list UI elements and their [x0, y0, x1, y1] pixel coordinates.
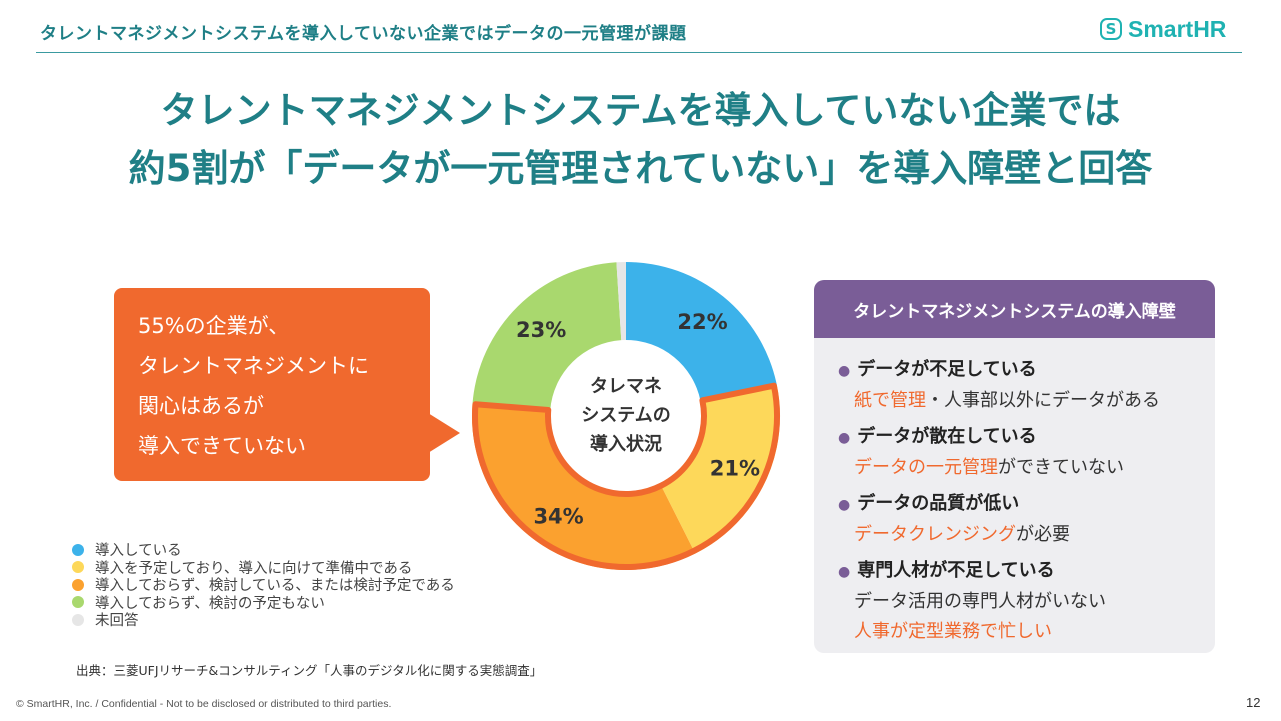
donut-slices: [472, 262, 780, 570]
detail-highlight: 人事が定型業務で忙しい: [854, 621, 1052, 642]
page-number: 12: [1246, 695, 1261, 710]
donut-slice: [626, 262, 777, 401]
slice-value-label: 21%: [710, 457, 760, 481]
header-title: タレントマネジメントシステムを導入していない企業ではデータの一元管理が課題: [40, 24, 687, 44]
confidential-footer: © SmartHR, Inc. / Confidential - Not to …: [16, 698, 392, 710]
barrier-title: データの品質が低い: [857, 493, 1020, 514]
panel-body: ● データが不足している 紙で管理・人事部以外にデータがある ● データが散在してい…: [814, 338, 1215, 647]
legend-swatch: [72, 613, 84, 626]
header-divider: [36, 52, 1242, 53]
legend-item: 導入しておらず、検討の予定もない: [72, 594, 455, 612]
donut-slice: [660, 385, 780, 554]
legend-label: 導入を予定しており、導入に向けて準備中である: [95, 560, 413, 577]
legend-item: 導入しておらず、検討している、または検討予定である: [72, 576, 455, 594]
barrier-item: ● データが散在している データの一元管理ができていない: [838, 422, 1215, 483]
logo-icon: S: [1100, 18, 1122, 40]
legend-swatch: [72, 561, 84, 574]
barrier-detail: 人事が定型業務で忙しい: [854, 617, 1215, 647]
legend-swatch: [72, 596, 84, 609]
logo-text: SmartHR: [1128, 15, 1227, 42]
barrier-title: データが不足している: [857, 359, 1037, 380]
smarthr-logo: S SmartHR: [1100, 14, 1226, 44]
donut-slice: [616, 262, 626, 341]
donut-labels: 22% 21% 34% 23%: [516, 310, 760, 528]
detail-highlight: データクレンジング: [854, 524, 1016, 545]
main-title-line1: タレントマネジメントシステムを導入していない企業では: [160, 89, 1121, 132]
barrier-detail: データクレンジングが必要: [854, 520, 1215, 550]
main-title-line2: 約5割が「データが一元管理されていない」を導入障壁と回答: [128, 147, 1153, 190]
detail-highlight: データの一元管理: [854, 457, 998, 478]
legend-label: 未回答: [95, 613, 139, 630]
barrier-detail: 紙で管理・人事部以外にデータがある: [854, 386, 1215, 416]
legend-item: 導入している: [72, 541, 455, 559]
barrier-title: 専門人材が不足している: [857, 560, 1055, 581]
legend-swatch: [72, 578, 84, 591]
detail-text: ができていない: [998, 457, 1124, 478]
bullet-icon: ●: [838, 497, 851, 513]
highlight-outline: [472, 382, 780, 570]
barrier-item: ● 専門人材が不足している データ活用の専門人材がいない 人事が定型業務で忙しい: [838, 556, 1215, 647]
legend-label: 導入している: [95, 543, 182, 560]
chart-legend: 導入している 導入を予定しており、導入に向けて準備中である 導入しておらず、検討…: [72, 541, 455, 629]
detail-highlight: 紙で管理: [854, 390, 926, 411]
callout-line: 55%の企業が、: [138, 314, 290, 338]
slice-value-label: 34%: [533, 504, 583, 528]
barrier-item: ● データの品質が低い データクレンジングが必要: [838, 489, 1215, 550]
barrier-title: データが散在している: [857, 426, 1037, 447]
slice-value-label: 22%: [677, 310, 727, 334]
donut-slice: [472, 262, 622, 411]
detail-text: ・人事部以外にデータがある: [926, 390, 1160, 411]
callout-pointer: [428, 413, 460, 453]
callout-line: 関心はあるが: [138, 394, 264, 418]
donut-chart: 22% 21% 34% 23% タレマネ システムの 導入状況: [472, 262, 780, 570]
panel-title: タレントマネジメントシステムの導入障壁: [814, 280, 1215, 338]
callout-line: 導入できていない: [138, 434, 306, 458]
center-label-line: タレマネ: [590, 376, 662, 397]
legend-label: 導入しておらず、検討している、または検討予定である: [95, 578, 455, 595]
main-title: タレントマネジメントシステムを導入していない企業では 約5割が「データが一元管理…: [0, 82, 1281, 198]
legend-swatch: [72, 543, 84, 556]
callout-box: 55%の企業が、 タレントマネジメントに 関心はあるが 導入できていない: [114, 288, 430, 481]
slice-value-label: 23%: [516, 318, 566, 342]
detail-text: が必要: [1016, 524, 1070, 545]
barrier-detail: データの一元管理ができていない: [854, 453, 1215, 483]
barriers-panel: タレントマネジメントシステムの導入障壁 ● データが不足している 紙で管理・人事部…: [814, 280, 1215, 653]
barrier-item: ● データが不足している 紙で管理・人事部以外にデータがある: [838, 355, 1215, 416]
source-citation: 出典：三菱UFJリサーチ&コンサルティング「人事のデジタル化に関する実態調査」: [76, 663, 543, 678]
legend-item: 未回答: [72, 611, 455, 629]
bullet-icon: ●: [838, 430, 851, 446]
legend-item: 導入を予定しており、導入に向けて準備中である: [72, 559, 455, 577]
bullet-icon: ●: [838, 564, 851, 580]
center-label-line: システムの: [581, 405, 670, 426]
legend-label: 導入しておらず、検討の予定もない: [95, 595, 325, 612]
barrier-detail: データ活用の専門人材がいない: [854, 587, 1215, 617]
callout-line: タレントマネジメントに: [138, 354, 369, 378]
center-label-line: 導入状況: [590, 433, 662, 455]
bullet-icon: ●: [838, 363, 851, 379]
detail-text: データ活用の専門人材がいない: [854, 591, 1106, 612]
